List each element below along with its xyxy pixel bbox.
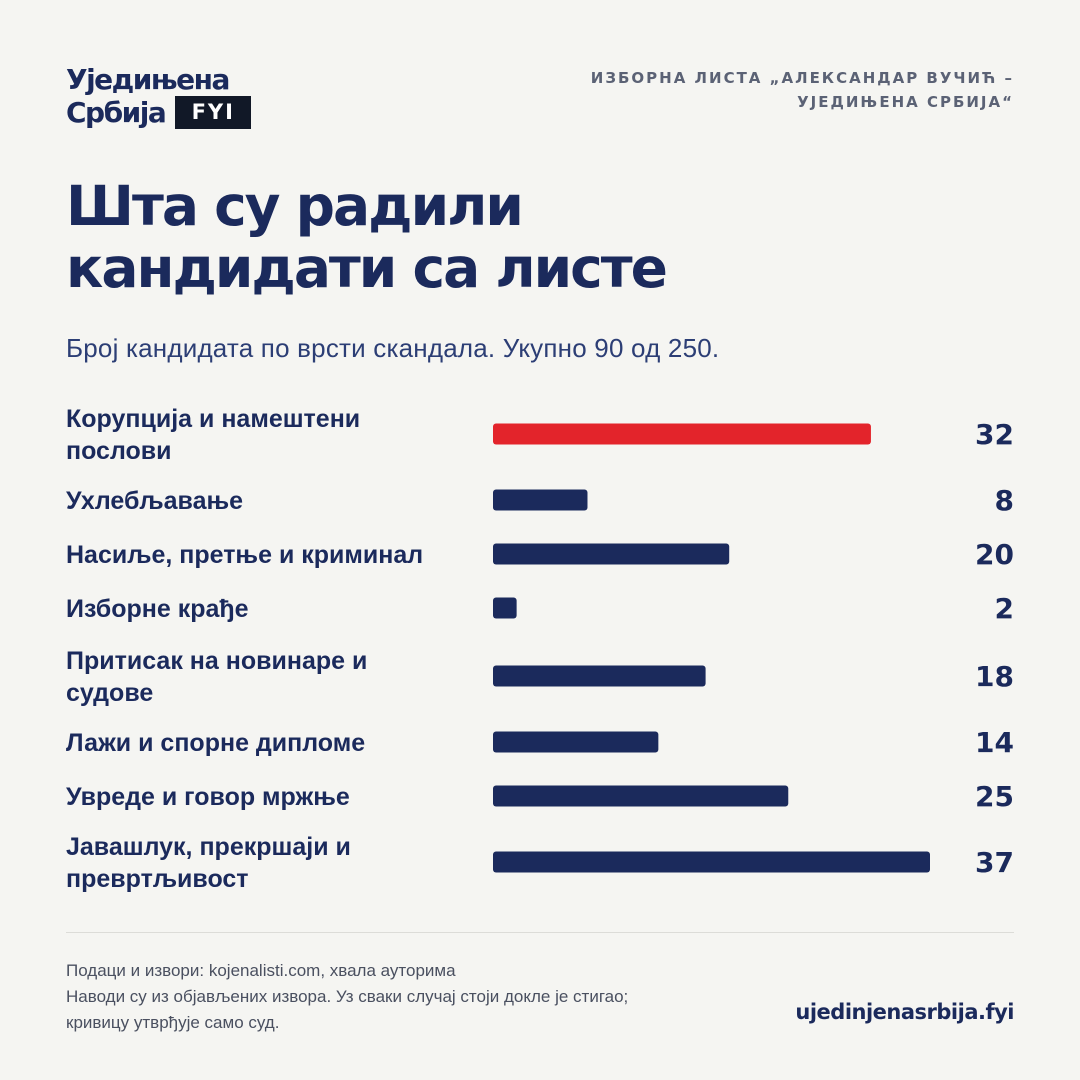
electoral-list-line-2: УЈЕДИЊЕНА СРБИЈА“ bbox=[797, 93, 1014, 111]
logo: Уједињена Србија FYI bbox=[66, 63, 252, 129]
category-label: Ухлебљавање bbox=[66, 487, 243, 515]
logo-badge: FYI bbox=[175, 96, 252, 129]
bar-row: Притисак на новинаре и судове 18 bbox=[66, 647, 1014, 707]
chart-subtitle: Број кандидата по врсти скандала. Укупно… bbox=[66, 333, 720, 363]
bar-row: Насиље, претње и криминал 20 bbox=[66, 538, 1014, 571]
bar bbox=[493, 851, 930, 873]
category-label: Лажи и спорне дипломе bbox=[66, 729, 365, 757]
category-label: Насиље, претње и криминал bbox=[66, 541, 423, 569]
site-link[interactable]: ujedinjenasrbija.fyi bbox=[795, 1000, 1014, 1024]
page-title: Шта су радили кандидати са листе bbox=[66, 174, 668, 300]
bar bbox=[493, 489, 588, 511]
footer-line-3: кривицу утврђује само суд. bbox=[66, 1013, 280, 1032]
footer-line-1: Подаци и извори: kojenalisti.com, хвала … bbox=[66, 961, 456, 980]
electoral-list-name: ИЗБОРНА ЛИСТА „АЛЕКСАНДАР ВУЧИЋ – УЈЕДИЊ… bbox=[514, 66, 1014, 114]
value-label: 32 bbox=[975, 418, 1014, 451]
bar-row: Јавашлук, прекршаји и превртљивост 37 bbox=[66, 833, 1014, 893]
bar-row: Ухлебљавање 8 bbox=[66, 484, 1014, 517]
category-label: Корупција и намештени послови bbox=[66, 405, 360, 465]
page-title-line-1: Шта су радили bbox=[66, 174, 524, 238]
footer-line-2: Наводи су из објављених извора. Уз сваки… bbox=[66, 987, 629, 1006]
logo-line-2-text: Србија bbox=[66, 95, 167, 129]
bar bbox=[493, 665, 706, 687]
category-label: Притисак на новинаре и судове bbox=[66, 647, 367, 707]
bar-row: Изборне крађе 2 bbox=[66, 592, 1014, 625]
bar bbox=[493, 785, 789, 807]
bar-row: Корупција и намештени послови 32 bbox=[66, 405, 1014, 465]
bar bbox=[493, 597, 517, 619]
value-label: 25 bbox=[975, 780, 1014, 813]
value-label: 37 bbox=[975, 846, 1014, 879]
logo-line-2: Србија FYI bbox=[66, 95, 252, 129]
category-label: Јавашлук, прекршаји и превртљивост bbox=[66, 833, 351, 893]
bar bbox=[493, 731, 659, 753]
category-label: Увреде и говор мржње bbox=[66, 783, 350, 811]
footer-sources: Подаци и извори: kojenalisti.com, хвала … bbox=[66, 958, 628, 1036]
category-label: Изборне крађе bbox=[66, 595, 249, 623]
value-label: 20 bbox=[975, 538, 1014, 571]
bar bbox=[493, 543, 730, 565]
value-label: 8 bbox=[995, 484, 1014, 517]
value-label: 2 bbox=[995, 592, 1014, 625]
value-label: 14 bbox=[975, 726, 1014, 759]
bar-row: Увреде и говор мржње 25 bbox=[66, 780, 1014, 813]
footer-divider bbox=[66, 932, 1014, 933]
value-label: 18 bbox=[975, 660, 1014, 693]
page-title-line-2: кандидати са листе bbox=[66, 236, 668, 300]
bar bbox=[493, 423, 871, 445]
electoral-list-line-1: ИЗБОРНА ЛИСТА „АЛЕКСАНДАР ВУЧИЋ – bbox=[590, 69, 1014, 87]
logo-line-1: Уједињена bbox=[66, 63, 230, 96]
bar-row: Лажи и спорне дипломе 14 bbox=[66, 726, 1014, 759]
